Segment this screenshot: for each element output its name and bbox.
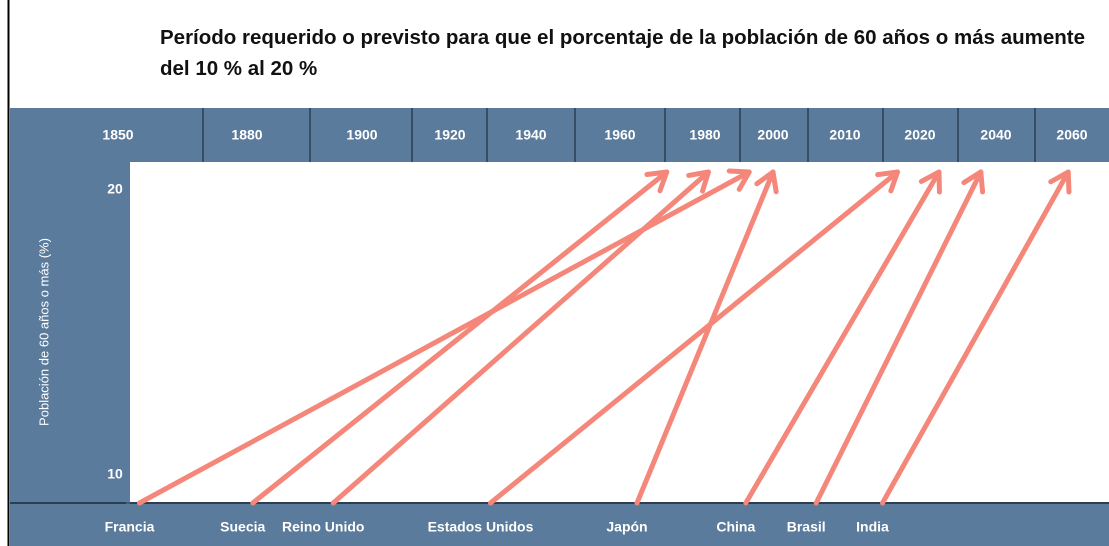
arrow <box>813 169 986 506</box>
x-tick-label: 1980 <box>689 127 720 143</box>
arrow-part <box>634 169 776 506</box>
category-label: Estados Unidos <box>428 519 534 535</box>
arrow <box>488 169 900 506</box>
x-tick-label: 1920 <box>434 127 465 143</box>
arrow-part <box>880 169 1071 506</box>
arrow-part <box>875 169 900 194</box>
arrow <box>250 169 670 506</box>
category-label: Brasil <box>787 519 826 535</box>
arrow-part <box>488 169 900 506</box>
x-tick-label: 2040 <box>980 127 1011 143</box>
chart-title: Período requerido o previsto para que el… <box>160 26 1086 80</box>
x-tick-label: 2010 <box>829 127 860 143</box>
x-tick-label: 1880 <box>231 127 262 143</box>
arrow <box>880 169 1072 506</box>
category-label: Francia <box>105 519 155 535</box>
y-tick-label: 10 <box>107 466 123 482</box>
arrow-part <box>743 169 942 506</box>
y-tick-label: 20 <box>107 181 123 197</box>
arrow-part <box>918 169 942 195</box>
footer-bar <box>10 503 1109 546</box>
arrow-part <box>961 169 986 195</box>
arrow-part <box>250 169 670 506</box>
arrow <box>743 169 942 506</box>
x-tick-label: 1960 <box>604 127 635 143</box>
x-tick-label: 1850 <box>102 127 133 143</box>
category-label: India <box>856 519 889 535</box>
arrow-part <box>726 168 752 192</box>
arrow-part <box>330 169 711 506</box>
x-tick-label: 2000 <box>757 127 788 143</box>
arrow-part <box>754 169 779 195</box>
category-label: Reino Unido <box>282 519 364 535</box>
x-tick-label: 1940 <box>515 127 546 143</box>
y-axis-label: Población de 60 años o más (%) <box>36 238 51 426</box>
x-tick-label: 2060 <box>1056 127 1087 143</box>
header-bar <box>10 108 1109 162</box>
x-tick-label: 2020 <box>904 127 935 143</box>
arrow-part <box>1048 169 1072 195</box>
arrow-part <box>644 169 670 194</box>
x-tick-label: 1900 <box>346 127 377 143</box>
arrow <box>634 169 779 506</box>
category-label: China <box>716 519 755 535</box>
y-panel <box>10 162 130 503</box>
arrow <box>330 169 711 506</box>
category-label: Suecia <box>220 519 265 535</box>
arrow-part <box>686 169 711 194</box>
arrow-part <box>813 169 984 506</box>
category-label: Japón <box>606 519 647 535</box>
